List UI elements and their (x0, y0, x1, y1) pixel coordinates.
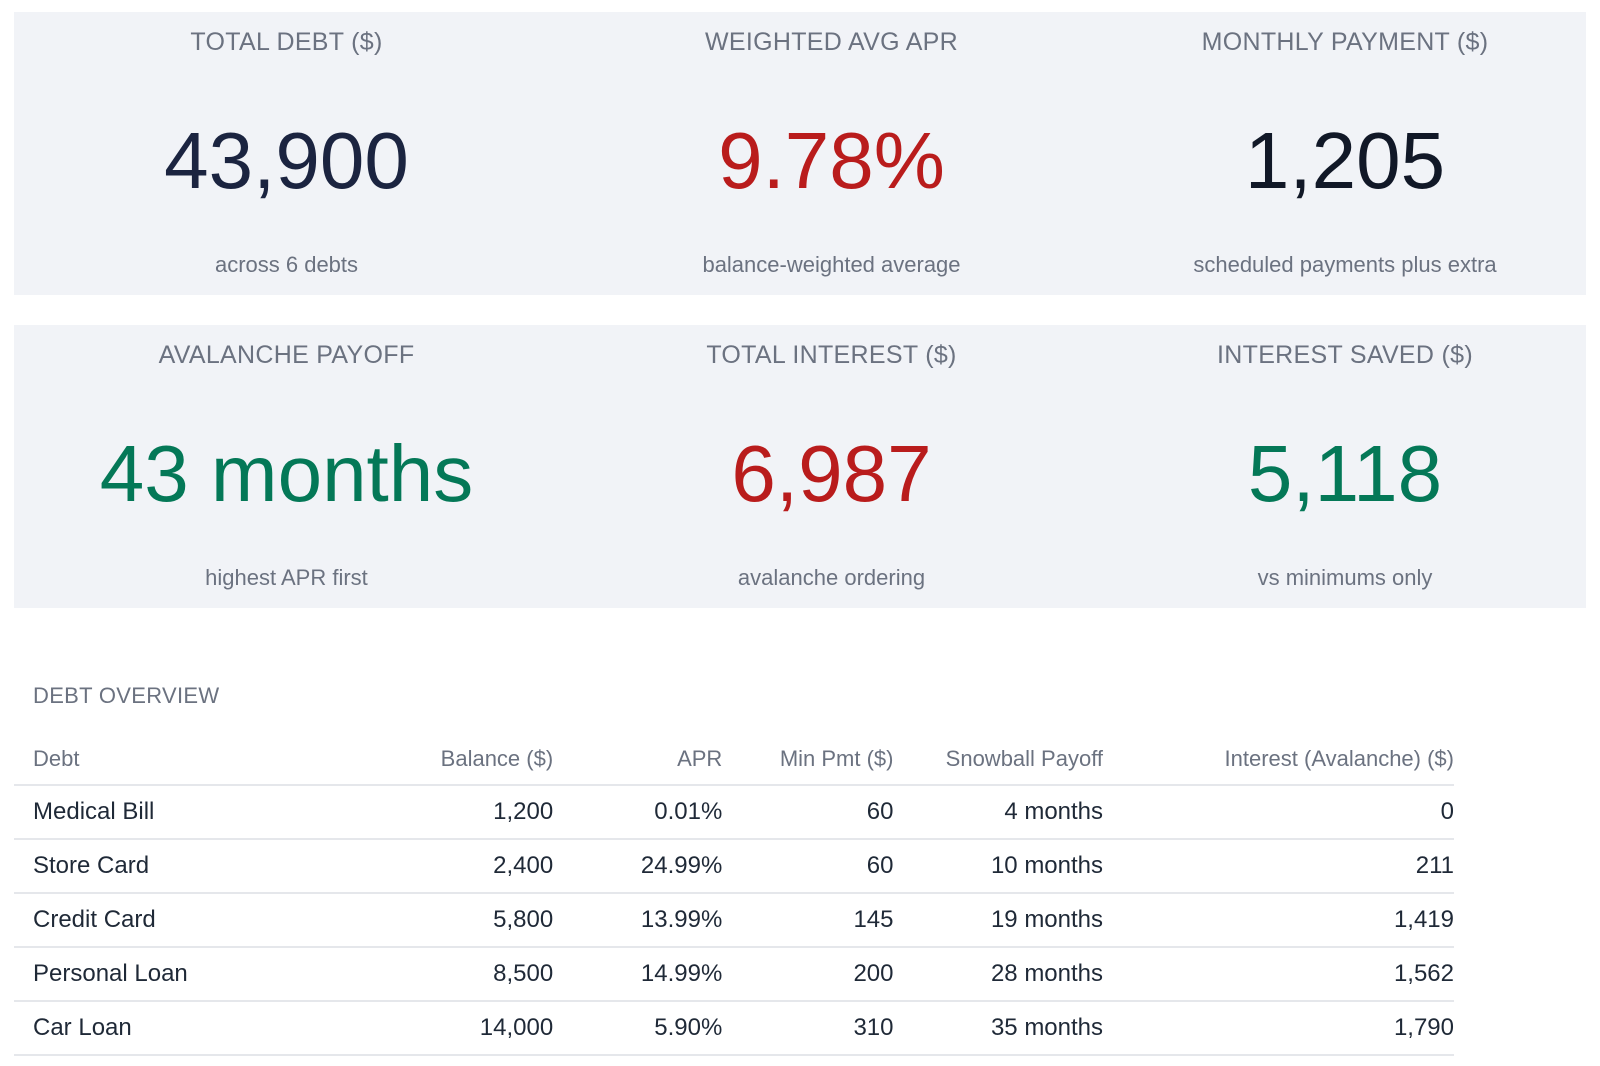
kpi-value: 43,900 (164, 116, 409, 205)
kpi-subtitle: scheduled payments plus extra (1193, 252, 1497, 277)
cell-min-pmt: 60 (722, 839, 894, 894)
column-header-balance: Balance ($) (323, 734, 554, 786)
column-header-apr: APR (553, 734, 723, 786)
cell-snowball-payoff: 10 months (893, 839, 1104, 894)
column-header-debt: Debt (14, 734, 324, 786)
cell-min-pmt: 200 (722, 947, 894, 1002)
cell-balance: 1,200 (323, 785, 554, 840)
table-row: Personal Loan 8,500 14.99% 200 28 months… (14, 947, 1454, 1002)
kpi-title: TOTAL INTEREST ($) (706, 341, 957, 369)
cell-snowball-payoff: 28 months (893, 947, 1104, 1002)
column-header-interest-avalanche: Interest (Avalanche) ($) (1103, 734, 1454, 786)
column-header-snowball-payoff: Snowball Payoff (893, 734, 1104, 786)
table-row: Store Card 2,400 24.99% 60 10 months 211 (14, 839, 1454, 894)
kpi-title: WEIGHTED AVG APR (705, 28, 958, 56)
cell-debt: Store Card (14, 839, 324, 894)
kpi-title: MONTHLY PAYMENT ($) (1201, 28, 1489, 56)
cell-snowball-payoff: 35 months (893, 1001, 1104, 1056)
cell-min-pmt: 310 (722, 1001, 894, 1056)
table-header-row: Debt Balance ($) APR Min Pmt ($) Snowbal… (14, 734, 1454, 786)
cell-balance: 8,500 (323, 947, 554, 1002)
kpi-subtitle: vs minimums only (1257, 565, 1433, 590)
cell-balance: 2,400 (323, 839, 554, 894)
kpi-value: 43 months (99, 429, 474, 518)
cell-snowball-payoff: 4 months (893, 785, 1104, 840)
kpi-card-avalanche-payoff: AVALANCHE PAYOFF 43 months highest APR f… (14, 325, 559, 608)
cell-interest: 1,419 (1103, 893, 1454, 948)
kpi-value: 9.78% (718, 116, 945, 205)
kpi-title: AVALANCHE PAYOFF (158, 341, 415, 369)
kpi-card-total-debt: TOTAL DEBT ($) 43,900 across 6 debts (14, 12, 559, 295)
column-header-min-pmt: Min Pmt ($) (722, 734, 894, 786)
kpi-subtitle: avalanche ordering (737, 565, 926, 590)
cell-debt: Personal Loan (14, 947, 324, 1002)
cell-snowball-payoff: 19 months (893, 893, 1104, 948)
kpi-value: 1,205 (1244, 116, 1446, 205)
cell-interest: 1,790 (1103, 1001, 1454, 1056)
debt-overview-table: Debt Balance ($) APR Min Pmt ($) Snowbal… (14, 734, 1454, 1056)
kpi-card-monthly-payment: MONTHLY PAYMENT ($) 1,205 scheduled paym… (1104, 12, 1586, 295)
cell-apr: 5.90% (553, 1001, 723, 1056)
kpi-subtitle: highest APR first (205, 565, 368, 590)
cell-balance: 5,800 (323, 893, 554, 948)
cell-min-pmt: 145 (722, 893, 894, 948)
kpi-title: INTEREST SAVED ($) (1217, 341, 1473, 369)
cell-debt: Credit Card (14, 893, 324, 948)
kpi-value: 6,987 (731, 429, 932, 518)
cell-interest: 211 (1103, 839, 1454, 894)
kpi-card-total-interest: TOTAL INTEREST ($) 6,987 avalanche order… (559, 325, 1104, 608)
kpi-card-weighted-apr: WEIGHTED AVG APR 9.78% balance-weighted … (559, 12, 1104, 295)
kpi-row-2: AVALANCHE PAYOFF 43 months highest APR f… (14, 325, 1586, 608)
table-row: Credit Card 5,800 13.99% 145 19 months 1… (14, 893, 1454, 948)
table-row: Medical Bill 1,200 0.01% 60 4 months 0 (14, 785, 1454, 840)
table-row: Car Loan 14,000 5.90% 310 35 months 1,79… (14, 1001, 1454, 1056)
kpi-subtitle: across 6 debts (214, 252, 359, 277)
cell-min-pmt: 60 (722, 785, 894, 840)
cell-debt: Medical Bill (14, 785, 324, 840)
kpi-card-interest-saved: INTEREST SAVED ($) 5,118 vs minimums onl… (1104, 325, 1586, 608)
kpi-value: 5,118 (1247, 429, 1443, 518)
kpi-title: TOTAL DEBT ($) (190, 28, 383, 56)
cell-apr: 24.99% (553, 839, 723, 894)
cell-apr: 0.01% (553, 785, 723, 840)
section-title-debt-overview: DEBT OVERVIEW (33, 683, 220, 708)
kpi-subtitle: balance-weighted average (702, 252, 961, 277)
cell-apr: 13.99% (553, 893, 723, 948)
cell-interest: 0 (1103, 785, 1454, 840)
kpi-row-1: TOTAL DEBT ($) 43,900 across 6 debts WEI… (14, 12, 1586, 295)
cell-apr: 14.99% (553, 947, 723, 1002)
cell-interest: 1,562 (1103, 947, 1454, 1002)
cell-balance: 14,000 (323, 1001, 554, 1056)
cell-debt: Car Loan (14, 1001, 324, 1056)
